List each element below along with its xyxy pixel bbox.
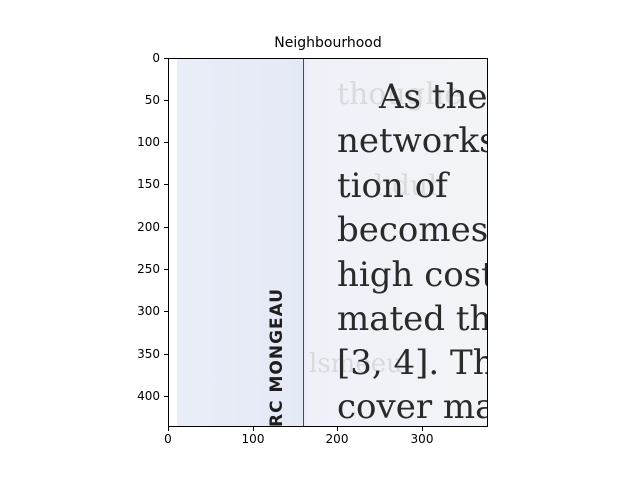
book-text-line-3: tion of [337,166,448,206]
image-area: thoughe hduh lsmeeu As the networks tion… [168,58,488,427]
book-text-line-1: As the [379,77,488,117]
x-tick-label: 100 [241,432,265,446]
book-text-line-8: cover mai [337,387,487,427]
spine-text: RC MONGEAU [267,287,287,427]
y-tick-label: 300 [137,304,160,318]
y-tick-label: 350 [137,347,160,361]
x-tick-label: 300 [410,432,434,446]
scanned-page [169,59,487,426]
ghost-text-1: thoughe [337,77,463,112]
book-text-line-4: becomes [337,210,488,250]
y-tick-label: 0 [152,51,160,65]
x-tick-label: 200 [325,432,349,446]
book-text-line-2: networks [337,121,488,161]
x-tick-label: 0 [164,432,172,446]
y-tick-label: 400 [137,389,160,403]
image-title: Neighbourhood [274,35,382,51]
book-text-line-6: mated the [337,299,487,339]
ghost-text-3: lsmeeu [309,349,403,379]
y-tick-label: 250 [137,262,160,276]
ghost-text-2: hduh [374,169,447,202]
y-tick-label: 200 [137,220,160,234]
y-tick-label: 100 [137,135,160,149]
y-tick-label: 50 [144,93,160,107]
book-text-line-5: high cost [337,255,488,295]
y-tick-label: 150 [137,177,160,191]
book-text-line-7: [3, 4]. Th [337,343,488,383]
page-fold-line [303,59,304,426]
